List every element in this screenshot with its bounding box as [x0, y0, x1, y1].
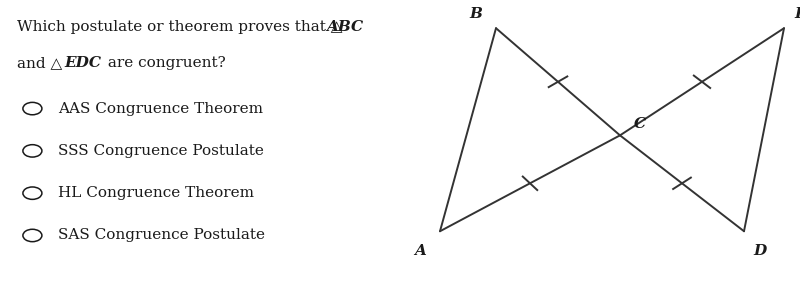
Text: and △: and △ [18, 56, 66, 70]
Text: E: E [794, 7, 800, 21]
Text: Which postulate or theorem proves that △: Which postulate or theorem proves that △ [18, 20, 346, 34]
Text: C: C [634, 117, 646, 131]
Text: A: A [414, 244, 426, 258]
Text: SAS Congruence Postulate: SAS Congruence Postulate [58, 228, 266, 243]
Text: SSS Congruence Postulate: SSS Congruence Postulate [58, 144, 264, 158]
Text: are congruent?: are congruent? [103, 56, 226, 70]
Text: B: B [470, 7, 482, 21]
Text: ABC: ABC [326, 20, 363, 34]
Text: D: D [754, 244, 766, 258]
Text: EDC: EDC [64, 56, 101, 70]
Text: AAS Congruence Theorem: AAS Congruence Theorem [58, 102, 263, 116]
Text: HL Congruence Theorem: HL Congruence Theorem [58, 186, 254, 200]
